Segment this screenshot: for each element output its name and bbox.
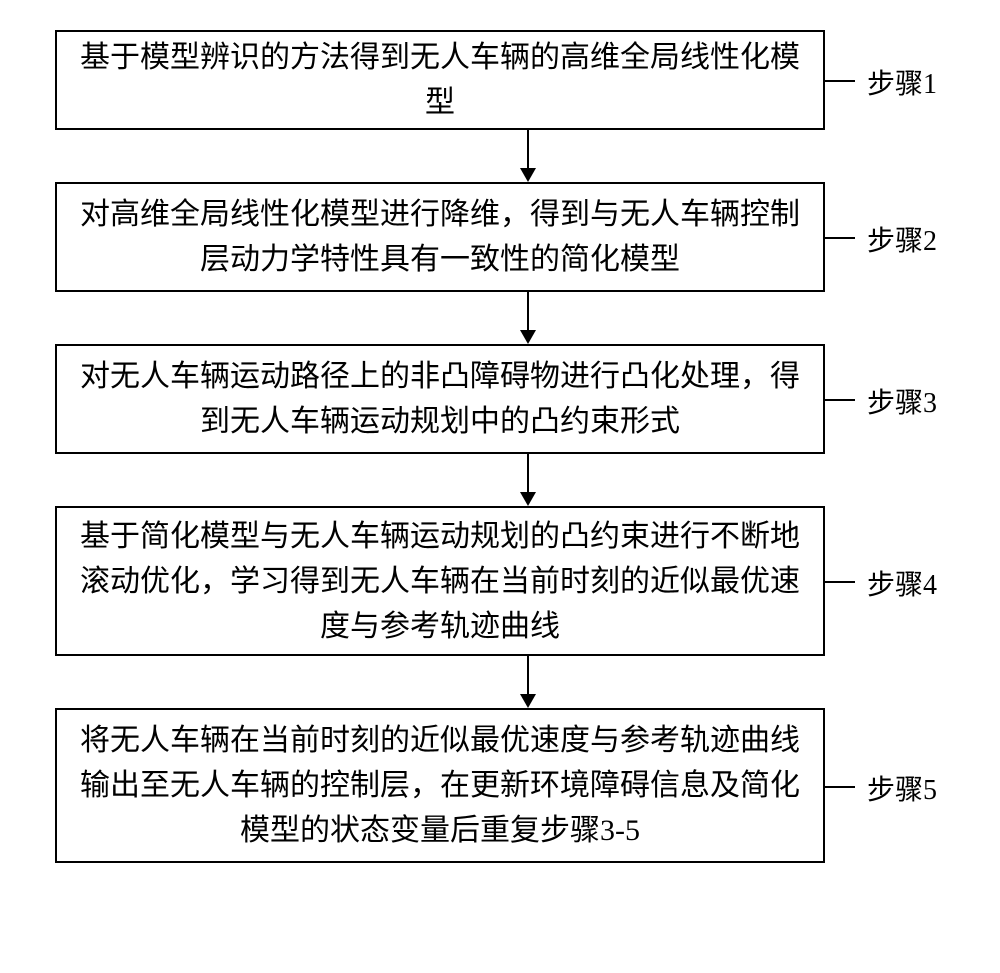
arrow-line xyxy=(527,454,529,492)
step-label-4: 步骤4 xyxy=(855,563,937,603)
arrow-line xyxy=(527,292,529,330)
step-label-5: 步骤5 xyxy=(855,768,937,808)
arrow-line xyxy=(527,130,529,168)
step-row-4: 基于简化模型与无人车辆运动规划的凸约束进行不断地滚动优化，学习得到无人车辆在当前… xyxy=(0,506,1000,656)
arrow-head-icon xyxy=(520,492,536,506)
step-box-4: 基于简化模型与无人车辆运动规划的凸约束进行不断地滚动优化，学习得到无人车辆在当前… xyxy=(55,506,825,656)
arrow-head-icon xyxy=(520,694,536,708)
step-box-5: 将无人车辆在当前时刻的近似最优速度与参考轨迹曲线输出至无人车辆的控制层，在更新环… xyxy=(55,708,825,863)
step-row-2: 对高维全局线性化模型进行降维，得到与无人车辆控制层动力学特性具有一致性的简化模型… xyxy=(0,182,1000,292)
arrow-4 xyxy=(143,656,913,708)
step-row-3: 对无人车辆运动路径上的非凸障碍物进行凸化处理，得到无人车辆运动规划中的凸约束形式… xyxy=(0,344,1000,454)
step-label-2: 步骤2 xyxy=(855,219,937,259)
label-connector-4 xyxy=(825,581,855,583)
step-box-3: 对无人车辆运动路径上的非凸障碍物进行凸化处理，得到无人车辆运动规划中的凸约束形式 xyxy=(55,344,825,454)
label-connector-2 xyxy=(825,237,855,239)
label-connector-5 xyxy=(825,786,855,788)
arrow-head-icon xyxy=(520,330,536,344)
step-row-5: 将无人车辆在当前时刻的近似最优速度与参考轨迹曲线输出至无人车辆的控制层，在更新环… xyxy=(0,708,1000,863)
flowchart-container: 基于模型辨识的方法得到无人车辆的高维全局线性化模型步骤1 对高维全局线性化模型进行… xyxy=(0,30,1000,863)
step-label-1: 步骤1 xyxy=(855,62,937,102)
arrow-2 xyxy=(143,292,913,344)
step-row-1: 基于模型辨识的方法得到无人车辆的高维全局线性化模型步骤1 xyxy=(0,30,1000,130)
step-label-3: 步骤3 xyxy=(855,381,937,421)
label-connector-1 xyxy=(825,80,855,82)
arrow-3 xyxy=(143,454,913,506)
arrow-1 xyxy=(143,130,913,182)
arrow-head-icon xyxy=(520,168,536,182)
step-box-2: 对高维全局线性化模型进行降维，得到与无人车辆控制层动力学特性具有一致性的简化模型 xyxy=(55,182,825,292)
step-box-1: 基于模型辨识的方法得到无人车辆的高维全局线性化模型 xyxy=(55,30,825,130)
arrow-line xyxy=(527,656,529,694)
label-connector-3 xyxy=(825,399,855,401)
